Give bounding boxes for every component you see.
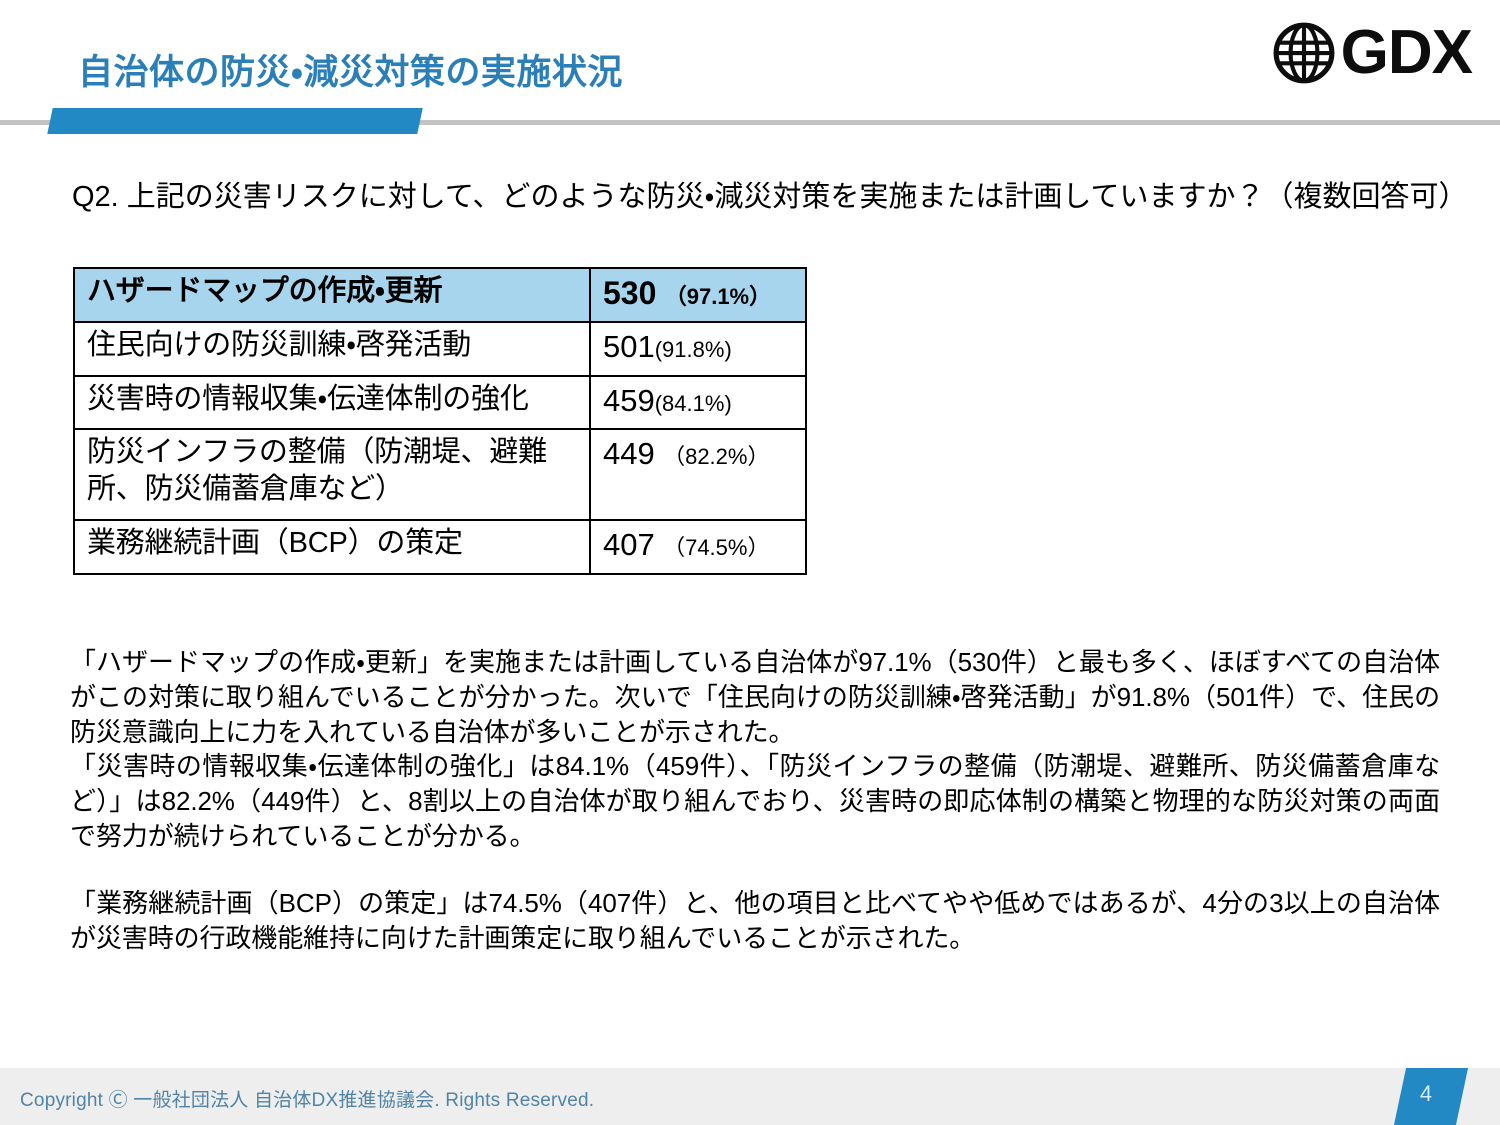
- table-cell-value: 407 （74.5%）: [589, 519, 807, 575]
- page-title: 自治体の防災・減災対策の実施状況: [78, 53, 623, 92]
- question-text: Q2. 上記の災害リスクに対して、どのような防災・減災対策を実施または計画してい…: [72, 181, 1468, 213]
- measure-value: 407 （74.5%）: [603, 525, 793, 565]
- measure-percent: （74.5%）: [663, 535, 770, 561]
- table-cell-label: 防災インフラの整備（防潮堤、避難所、防災備蓄倉庫など）: [73, 428, 591, 522]
- measure-count: 449: [603, 436, 655, 472]
- globe-icon: [1271, 20, 1337, 86]
- table-cell-value: 449 （82.2%）: [589, 428, 807, 522]
- measure-value: 459(84.1%): [603, 381, 793, 421]
- measure-percent: (91.8%): [654, 337, 732, 363]
- measure-count: 407: [603, 527, 655, 563]
- table-cell-label: 業務継続計画（BCP）の策定: [73, 519, 591, 575]
- measure-count: 530: [603, 275, 657, 311]
- measure-label: 防災インフラの整備（防潮堤、避難所、防災備蓄倉庫など）: [87, 436, 547, 506]
- analysis-section: 「ハザードマップの作成・更新」を実施または計画している自治体が97.1%（530…: [70, 645, 1440, 956]
- table-row: 業務継続計画（BCP）の策定 407 （74.5%）: [73, 519, 807, 575]
- table-cell-label: ハザードマップの作成・更新: [73, 266, 591, 324]
- table-cell-label: 住民向けの防災訓練・啓発活動: [73, 321, 591, 377]
- measure-percent: （97.1%）: [664, 284, 772, 309]
- table-cell-label: 災害時の情報収集・伝達体制の強化: [73, 374, 591, 431]
- measure-percent: （82.2%）: [663, 444, 770, 470]
- brand-logo: GDX: [1271, 18, 1473, 87]
- measure-value: 501(91.8%): [603, 327, 793, 367]
- slide-footer: Copyright Ⓒ 一般社団法人 自治体DX推進協議会. Rights Re…: [0, 1068, 1500, 1125]
- slide-header: 自治体の防災・減災対策の実施状況 GDX: [0, 0, 1500, 134]
- table-cell-value: 530 （97.1%）: [589, 266, 807, 324]
- measure-count: 459: [603, 382, 655, 418]
- analysis-paragraph-3: 「業務継続計画（BCP）の策定」は74.5%（407件）と、他の項目と比べてやや…: [70, 887, 1440, 953]
- measure-label: ハザードマップの作成・更新: [87, 275, 443, 307]
- table-row: ハザードマップの作成・更新 530 （97.1%）: [73, 266, 807, 324]
- header-divider-rule: [0, 120, 1500, 125]
- results-table: ハザードマップの作成・更新 530 （97.1%） 住民向けの防災訓練・啓発活動…: [73, 266, 807, 575]
- table-row: 災害時の情報収集・伝達体制の強化 459(84.1%): [73, 374, 807, 431]
- page-number: 4: [1419, 1081, 1433, 1106]
- table-row: 防災インフラの整備（防潮堤、避難所、防災備蓄倉庫など） 449 （82.2%）: [73, 428, 807, 522]
- measure-label: 災害時の情報収集・伝達体制の強化: [87, 382, 529, 415]
- measure-value: 449 （82.2%）: [603, 434, 793, 474]
- analysis-paragraph-2: 「災害時の情報収集・伝達体制の強化」は84.1%（459件）、「防災インフラの整…: [70, 751, 1440, 852]
- table-cell-value: 501(91.8%): [589, 321, 807, 377]
- measure-label: 住民向けの防災訓練・啓発活動: [87, 329, 472, 362]
- copyright-text: Copyright Ⓒ 一般社団法人 自治体DX推進協議会. Rights Re…: [20, 1090, 595, 1111]
- analysis-paragraph-1: 「ハザードマップの作成・更新」を実施または計画している自治体が97.1%（530…: [70, 647, 1440, 747]
- measure-percent: (84.1%): [654, 390, 732, 416]
- table-row: 住民向けの防災訓練・啓発活動 501(91.8%): [73, 321, 807, 377]
- measure-count: 501: [603, 329, 655, 365]
- measure-value: 530 （97.1%）: [603, 273, 793, 314]
- title-accent-bar: [47, 108, 423, 134]
- table-cell-value: 459(84.1%): [589, 374, 807, 431]
- measure-label: 業務継続計画（BCP）の策定: [87, 527, 463, 560]
- brand-name: GDX: [1340, 18, 1473, 87]
